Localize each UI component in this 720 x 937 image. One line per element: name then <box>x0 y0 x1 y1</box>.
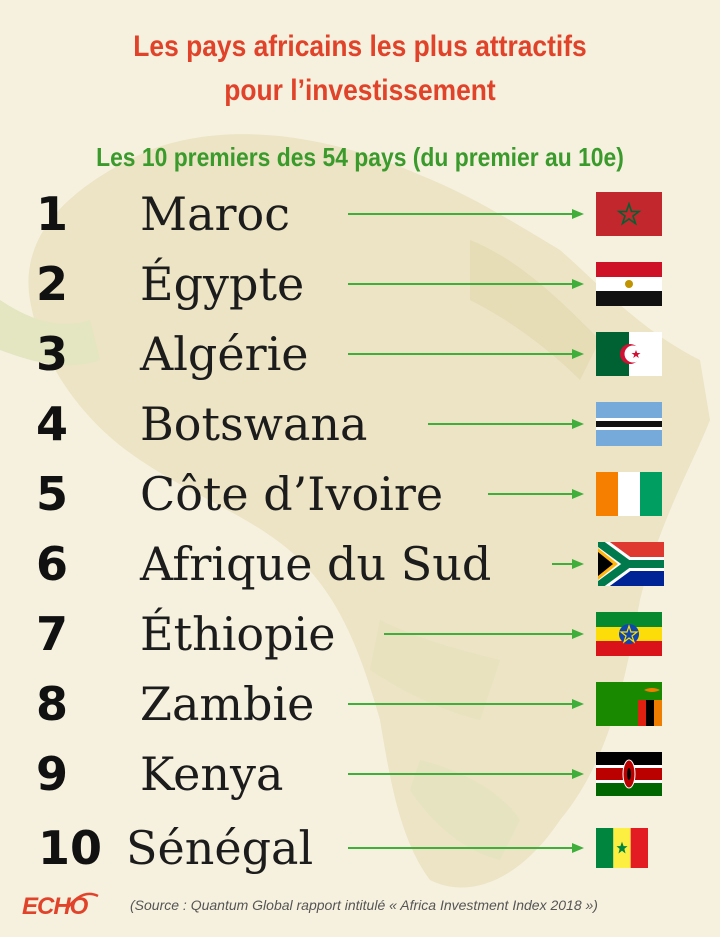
ethiopia-flag-icon <box>596 612 662 656</box>
country-name: Zambie <box>140 677 315 731</box>
ranking-row: 9 Kenya <box>0 739 720 809</box>
arrow-icon <box>348 843 584 853</box>
arrow-icon <box>348 769 584 779</box>
subtitle: Les 10 premiers des 54 pays (du premier … <box>96 142 624 172</box>
country-name: Maroc <box>140 187 290 241</box>
country-name: Algérie <box>140 327 309 381</box>
egypt-flag-icon <box>596 262 662 306</box>
country-name: Égypte <box>140 257 305 311</box>
country-name: Afrique du Sud <box>140 537 492 591</box>
ranking-row: 10 Sénégal <box>0 813 720 883</box>
country-name: Éthiopie <box>140 607 336 661</box>
ranking-row: 5 Côte d’Ivoire <box>0 459 720 529</box>
country-name: Kenya <box>140 747 284 801</box>
rank-number: 6 <box>36 537 69 591</box>
arrow-icon <box>384 629 584 639</box>
rank-number: 7 <box>36 607 69 661</box>
country-name: Sénégal <box>126 821 314 875</box>
arrow-icon <box>348 699 584 709</box>
rank-number: 8 <box>36 677 69 731</box>
rank-number: 2 <box>36 257 69 311</box>
botswana-flag-icon <box>596 402 662 446</box>
logo-swoosh-icon <box>64 892 99 911</box>
arrow-icon <box>348 349 584 359</box>
page-title: Les pays africains les plus attractifs <box>133 30 587 63</box>
rank-number: 1 <box>36 187 69 241</box>
zambia-flag-icon <box>596 682 662 726</box>
rank-number: 5 <box>36 467 69 521</box>
ranking-row: 3 Algérie <box>0 319 720 389</box>
algeria-flag-icon <box>596 332 662 376</box>
rank-number: 9 <box>36 747 69 801</box>
echo-logo: ECHO <box>22 893 88 920</box>
kenya-flag-icon <box>596 752 662 796</box>
ranking-row: 8 Zambie <box>0 669 720 739</box>
country-name: Botswana <box>140 397 368 451</box>
source-note: (Source : Quantum Global rapport intitul… <box>130 897 598 913</box>
cote-divoire-flag-icon <box>596 472 662 516</box>
ranking-row: 1 Maroc <box>0 179 720 249</box>
ranking-row: 2 Égypte <box>0 249 720 319</box>
arrow-icon <box>488 489 584 499</box>
country-name: Côte d’Ivoire <box>140 467 444 521</box>
ranking-row: 6 Afrique du Sud <box>0 529 720 599</box>
page-title-line2: pour l’investissement <box>224 74 496 107</box>
arrow-icon <box>552 559 584 569</box>
ranking-row: 7 Éthiopie <box>0 599 720 669</box>
rank-number: 3 <box>36 327 69 381</box>
ranking-row: 4 Botswana <box>0 389 720 459</box>
rank-number: 4 <box>36 397 69 451</box>
senegal-flag-icon <box>596 828 648 868</box>
arrow-icon <box>348 209 584 219</box>
arrow-icon <box>428 419 584 429</box>
morocco-flag-icon <box>596 192 662 236</box>
rank-number: 10 <box>38 821 103 875</box>
arrow-icon <box>348 279 584 289</box>
south-africa-flag-icon <box>598 542 664 586</box>
